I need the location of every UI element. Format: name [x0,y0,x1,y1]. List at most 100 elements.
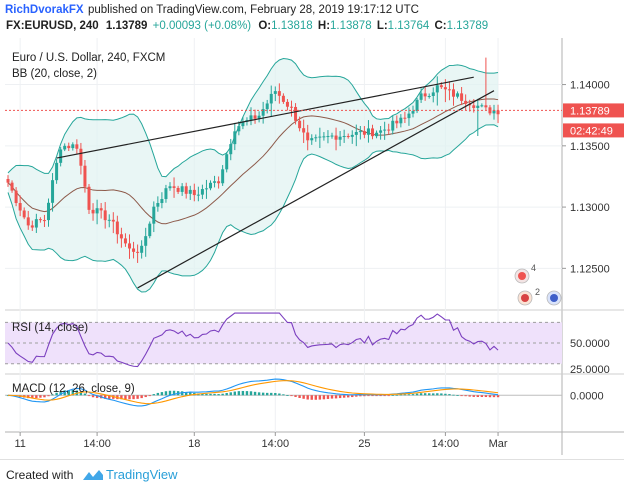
candle[interactable] [221,165,225,186]
candle[interactable] [310,134,314,145]
candle[interactable] [403,111,407,124]
trendline[interactable] [137,90,495,289]
candle[interactable] [407,107,411,126]
candle[interactable] [302,119,306,143]
candle[interactable] [281,93,285,104]
economic-events[interactable]: 4 2 [514,263,562,306]
candle[interactable] [22,207,26,220]
candle[interactable] [350,130,354,144]
candle[interactable] [55,159,59,184]
candle[interactable] [95,199,99,225]
candle[interactable] [71,142,75,151]
candle[interactable] [172,177,176,198]
candle[interactable] [492,104,496,120]
candle[interactable] [456,91,460,99]
candle[interactable] [140,240,144,259]
candle[interactable] [322,132,326,141]
candle[interactable] [188,185,192,200]
candle[interactable] [342,129,346,143]
candle[interactable] [26,210,30,230]
candle[interactable] [47,198,50,227]
candle[interactable] [103,202,107,229]
candle[interactable] [38,217,42,223]
candle[interactable] [277,83,281,104]
candle[interactable] [42,214,46,228]
candle[interactable] [51,173,55,212]
candle[interactable] [257,111,261,123]
candle[interactable] [204,179,208,199]
candle[interactable] [484,57,488,110]
candle[interactable] [338,130,342,147]
trendlines[interactable] [56,76,495,289]
tradingview-brand[interactable]: TradingView [106,467,178,482]
candle[interactable] [30,220,34,231]
candle[interactable] [423,87,427,101]
candle[interactable] [87,184,91,214]
candle[interactable] [371,124,374,140]
candle[interactable] [229,138,233,161]
candle[interactable] [14,187,18,207]
candle[interactable] [18,195,22,217]
candle[interactable] [79,142,83,175]
author-name[interactable]: RichDvorakFX [5,4,84,16]
candle[interactable] [476,98,480,137]
chart-area[interactable]: Euro / U.S. Dollar, 240, FXCM BB (20, cl… [0,38,624,458]
candlesticks[interactable] [6,57,500,263]
candle[interactable] [75,139,79,154]
candle[interactable] [99,203,103,219]
candle[interactable] [435,76,439,106]
candle[interactable] [261,101,265,124]
candle[interactable] [200,184,204,200]
candle[interactable] [233,122,237,151]
candle[interactable] [237,121,241,136]
candle[interactable] [460,87,464,106]
candle[interactable] [265,99,269,114]
candle[interactable] [290,100,293,117]
price-axis[interactable]: 1.14000 1.13500 1.13000 1.12500 [562,80,610,276]
candle[interactable] [306,124,310,151]
candle[interactable] [354,124,358,147]
candle[interactable] [366,120,370,143]
candle[interactable] [115,215,119,244]
candle[interactable] [91,203,95,221]
candle[interactable] [431,87,435,103]
candle[interactable] [379,125,383,140]
candle[interactable] [427,93,431,99]
candle[interactable] [10,180,14,193]
candle[interactable] [67,142,71,151]
candle[interactable] [362,126,366,139]
candle[interactable] [395,115,399,129]
candle[interactable] [63,143,67,152]
candle[interactable] [411,105,415,118]
candle[interactable] [314,134,318,142]
candle[interactable] [156,196,160,212]
candle[interactable] [213,175,217,188]
candle[interactable] [107,214,111,228]
candle[interactable] [209,180,212,191]
candle[interactable] [144,227,148,257]
candle[interactable] [452,83,455,106]
candle[interactable] [164,184,168,203]
candle[interactable] [387,123,391,135]
candle[interactable] [148,221,152,239]
candle[interactable] [132,241,136,259]
candle[interactable] [285,99,289,111]
rsi-pane[interactable] [5,312,562,368]
candle[interactable] [196,186,200,202]
candle[interactable] [253,109,257,124]
candle[interactable] [346,133,350,139]
candle[interactable] [176,185,180,194]
candle[interactable] [192,183,196,202]
candle[interactable] [111,212,115,234]
candle[interactable] [180,183,184,196]
candle[interactable] [269,85,273,117]
trendline[interactable] [56,76,474,159]
time-axis[interactable]: 11 14:00 18 14:00 25 14:00 Mar [14,432,508,450]
candle[interactable] [273,86,277,102]
candle[interactable] [136,244,140,263]
candle[interactable] [34,213,38,233]
candle[interactable] [326,130,330,144]
candle[interactable] [399,114,403,128]
candle[interactable] [330,132,334,139]
candle[interactable] [318,127,322,149]
